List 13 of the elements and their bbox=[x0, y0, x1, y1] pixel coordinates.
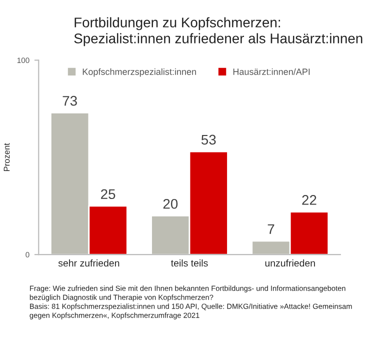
legend-label: Hausärzt:innen/API bbox=[233, 68, 310, 75]
chart-title: Fortbildungen zu Kopfschmerzen: Spezialist:innen zufriedener als Hausärzt:innen bbox=[74, 17, 362, 46]
data-label: 22 bbox=[302, 195, 316, 205]
data-label: 7 bbox=[268, 224, 274, 234]
data-label: 53 bbox=[201, 134, 216, 145]
data-label: 20 bbox=[163, 198, 178, 209]
data-label: 25 bbox=[101, 189, 116, 200]
y-axis-title: Prozent bbox=[4, 143, 10, 172]
x-tick-label: unzufrieden bbox=[265, 259, 315, 267]
x-tick-label: sehr zufrieden bbox=[58, 259, 120, 267]
data-label: 73 bbox=[62, 96, 77, 106]
x-tick-label: teils teils bbox=[171, 259, 208, 267]
legend-label: Kopfschmerzspezialist:innen bbox=[82, 68, 196, 77]
